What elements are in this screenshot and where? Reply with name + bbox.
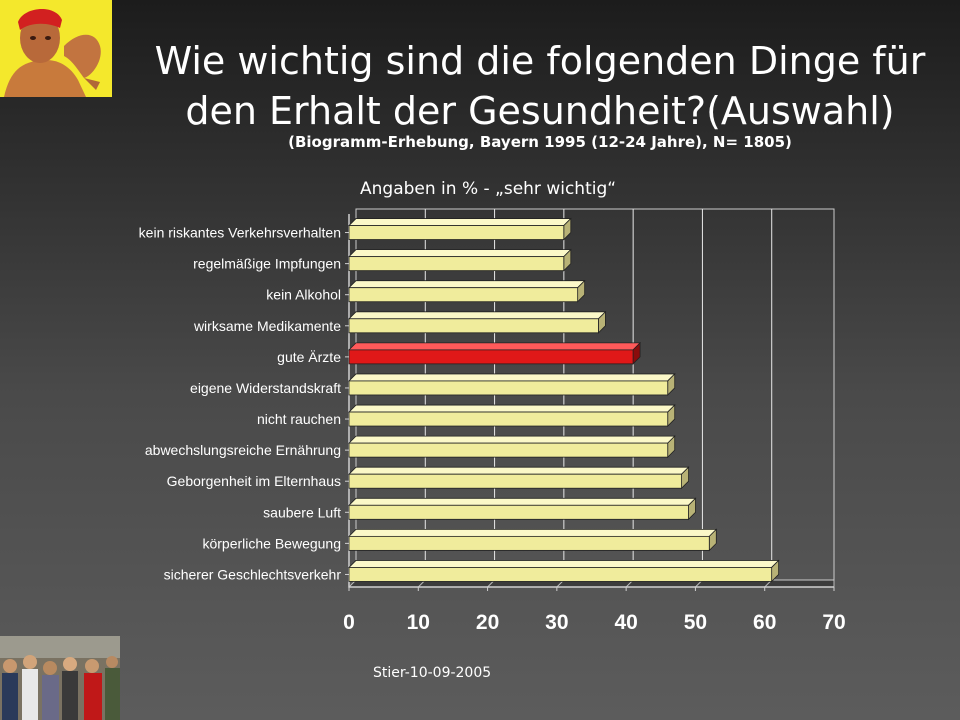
bar — [348, 504, 689, 520]
crowd-photo — [0, 636, 120, 720]
bar-top — [348, 249, 572, 258]
category-label: Geborgenheit im Elternhaus — [167, 473, 341, 489]
bar-top — [348, 497, 697, 506]
bar-top — [348, 560, 780, 568]
x-tick-label: 30 — [545, 611, 568, 634]
x-tick-label: 20 — [476, 611, 499, 634]
category-label: kein Alkohol — [266, 287, 341, 303]
bar — [348, 256, 565, 272]
bar-top — [348, 466, 690, 475]
bar-top — [348, 280, 586, 289]
x-tick-label: 70 — [822, 611, 845, 634]
bar — [348, 473, 682, 489]
bar-top — [348, 404, 676, 413]
bar-top — [348, 528, 718, 537]
bar — [348, 442, 669, 458]
bar-top — [348, 218, 572, 226]
x-tick-label: 10 — [407, 611, 430, 634]
category-label: wirksame Medikamente — [193, 318, 341, 334]
portrait-photo — [0, 0, 112, 97]
bar-top — [348, 373, 676, 382]
chart-caption: Angaben in % - „sehr wichtig“ — [360, 179, 617, 199]
category-label: regelmäßige Impfungen — [193, 256, 341, 272]
title-line-2: den Erhalt der Gesundheit?(Auswahl) — [185, 89, 895, 133]
footer-date: Stier-10-09-2005 — [373, 665, 492, 681]
category-label: abwechslungsreiche Ernährung — [145, 442, 341, 458]
x-tick-label: 0 — [343, 611, 355, 634]
x-tick-label: 50 — [684, 611, 707, 634]
slide-subtitle: (Biogramm-Erhebung, Bayern 1995 (12-24 J… — [288, 133, 792, 151]
bar — [348, 287, 579, 303]
title-line-1: Wie wichtig sind die folgenden Dinge für — [154, 39, 926, 83]
category-label: körperliche Bewegung — [202, 535, 341, 551]
bar — [348, 411, 669, 427]
category-label: gute Ärzte — [277, 349, 341, 365]
bar — [348, 318, 599, 334]
bar — [348, 225, 565, 240]
bar — [348, 380, 669, 396]
category-label: sicherer Geschlechtsverkehr — [164, 566, 342, 582]
x-tick-label: 60 — [753, 611, 776, 634]
slide-title: Wie wichtig sind die folgenden Dinge für… — [120, 36, 960, 136]
bar-top — [348, 435, 676, 444]
category-label: saubere Luft — [263, 504, 341, 520]
category-label: kein riskantes Verkehrsverhalten — [139, 225, 341, 241]
category-label: eigene Widerstandskraft — [190, 380, 341, 396]
bar-top — [348, 311, 607, 320]
x-tick-label: 40 — [614, 611, 637, 634]
category-label: nicht rauchen — [257, 411, 341, 427]
bar — [348, 567, 773, 582]
bar-top — [348, 342, 642, 351]
bar-highlight — [348, 349, 634, 365]
bar — [348, 535, 710, 551]
